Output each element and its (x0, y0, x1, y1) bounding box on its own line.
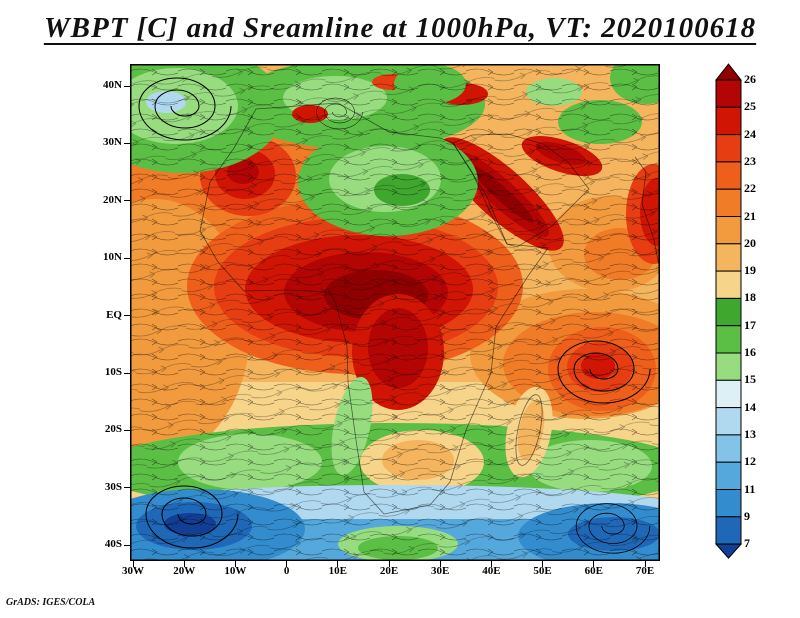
colorbar-label: 11 (744, 481, 756, 496)
colorbar-label: 25 (744, 99, 756, 114)
axis-tick (593, 561, 595, 567)
colorbar (714, 63, 743, 559)
streamlines-overlay (130, 64, 660, 561)
colorbar-label: 12 (744, 454, 756, 469)
map-border (130, 64, 660, 561)
lon-tick-label: 70E (635, 565, 655, 577)
lon-tick-label: 20E (379, 565, 399, 577)
lon-tick-label: 50E (533, 565, 552, 577)
colorbar-segment (715, 79, 742, 108)
colorbar-label: 19 (744, 263, 756, 278)
colorbar-segment (715, 379, 742, 409)
axis-tick (124, 429, 130, 431)
colorbar-label: 16 (744, 345, 756, 359)
colorbar-segment (715, 489, 742, 518)
axis-tick (542, 561, 544, 567)
colorbar-segment (715, 352, 742, 381)
colorbar-segment (715, 243, 742, 272)
axis-tick (234, 561, 236, 567)
colorbar-segment (715, 407, 742, 436)
colorbar-segment (715, 216, 742, 245)
axis-tick (439, 561, 441, 567)
lat-tick-label: 40S (104, 538, 122, 551)
colorbar-label: 23 (744, 153, 756, 168)
lat-tick-label: 20N (103, 193, 122, 206)
lat-tick-label: EQ (106, 308, 122, 321)
lon-tick-label: 40E (482, 565, 501, 577)
lon-tick-label: 10E (328, 565, 347, 577)
colorbar-segment (715, 297, 742, 327)
colorbar-arrow-low (714, 543, 743, 559)
credit-text: GrADS: IGES/COLA (6, 597, 96, 608)
colorbar-label: 7 (744, 536, 750, 551)
colorbar-label: 24 (744, 126, 756, 141)
colorbar-segment (715, 161, 742, 190)
axis-tick (644, 561, 646, 567)
axis-tick (124, 257, 130, 259)
lon-tick-label: 60E (584, 565, 603, 577)
lat-tick-label: 10S (104, 366, 122, 378)
lon-tick-label: 30E (431, 565, 450, 577)
colorbar-segment (715, 434, 742, 463)
colorbar-label: 22 (744, 181, 756, 196)
colorbar-label: 18 (744, 290, 756, 305)
plot-title: WBPT [C] and Sreamline at 1000hPa, VT: 2… (43, 12, 757, 44)
axis-tick (124, 200, 130, 202)
colorbar-segment (715, 134, 742, 163)
lon-tick-label: 10W (224, 565, 247, 577)
map-area (130, 64, 660, 561)
colorbar-arrow-high (714, 63, 743, 81)
colorbar-label: 13 (744, 426, 756, 441)
axis-tick (124, 85, 130, 87)
axis-tick (124, 142, 130, 144)
colorbar-segment (715, 516, 742, 545)
axis-tick (124, 487, 130, 489)
lat-tick-label: 30S (104, 480, 122, 493)
colorbar-label: 14 (744, 399, 756, 414)
lat-tick-label: 30N (103, 136, 122, 149)
map-plot (130, 64, 660, 561)
lat-tick-label: 10N (103, 251, 122, 264)
axis-tick (124, 372, 130, 374)
colorbar-label: 20 (744, 235, 756, 250)
colorbar-segment (715, 325, 742, 354)
axis-tick (490, 561, 492, 567)
axis-tick (132, 561, 134, 567)
colorbar-label: 26 (744, 72, 756, 86)
lon-tick-label: 0 (283, 565, 290, 577)
axis-tick (388, 561, 390, 567)
lat-tick-label: 40N (103, 79, 122, 91)
axis-tick (337, 561, 339, 567)
axis-tick (183, 561, 185, 567)
lon-tick-label: 20W (173, 565, 196, 577)
colorbar-segment (715, 461, 742, 491)
lon-tick-label: 30W (122, 565, 144, 577)
axis-tick (124, 544, 130, 546)
colorbar-segment (715, 270, 742, 299)
colorbar-segment (715, 106, 742, 136)
colorbar-label: 15 (744, 372, 756, 387)
axis-tick (124, 315, 130, 317)
colorbar-label: 9 (744, 508, 750, 523)
axis-tick (286, 561, 288, 567)
lat-tick-label: 20S (104, 423, 122, 436)
colorbar-segment (715, 188, 742, 217)
colorbar-label: 17 (744, 317, 756, 332)
colorbar-label: 21 (744, 208, 756, 223)
